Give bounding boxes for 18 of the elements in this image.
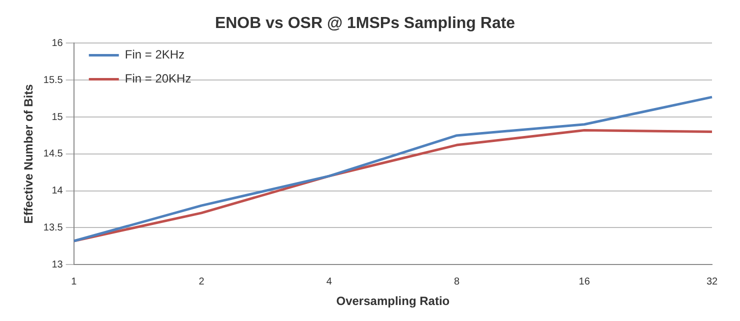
x-axis-title: Oversampling Ratio [336, 294, 450, 308]
y-tick-label: 13.5 [43, 222, 64, 234]
x-tick-label: 32 [706, 276, 718, 288]
x-tick-label: 2 [198, 276, 205, 288]
y-tick-label: 14 [52, 186, 64, 197]
y-tick-label: 16 [52, 38, 64, 49]
y-tick-label: 14.5 [43, 148, 64, 160]
y-tick-label: 13 [52, 259, 64, 270]
y-axis-title: Effective Number of Bits [22, 84, 36, 224]
y-tick-label: 15 [52, 112, 64, 123]
x-tick-label: 1 [71, 276, 78, 288]
x-tick-label: 8 [454, 276, 460, 288]
legend-label: Fin = 2KHz [124, 48, 185, 62]
chart-title: ENOB vs OSR @ 1MSPs Sampling Rate [214, 15, 516, 32]
legend-label: Fin = 20KHz [124, 72, 192, 86]
x-tick-label: 16 [578, 276, 590, 288]
x-tick-label: 4 [326, 276, 332, 288]
y-tick-label: 15.5 [43, 74, 64, 86]
